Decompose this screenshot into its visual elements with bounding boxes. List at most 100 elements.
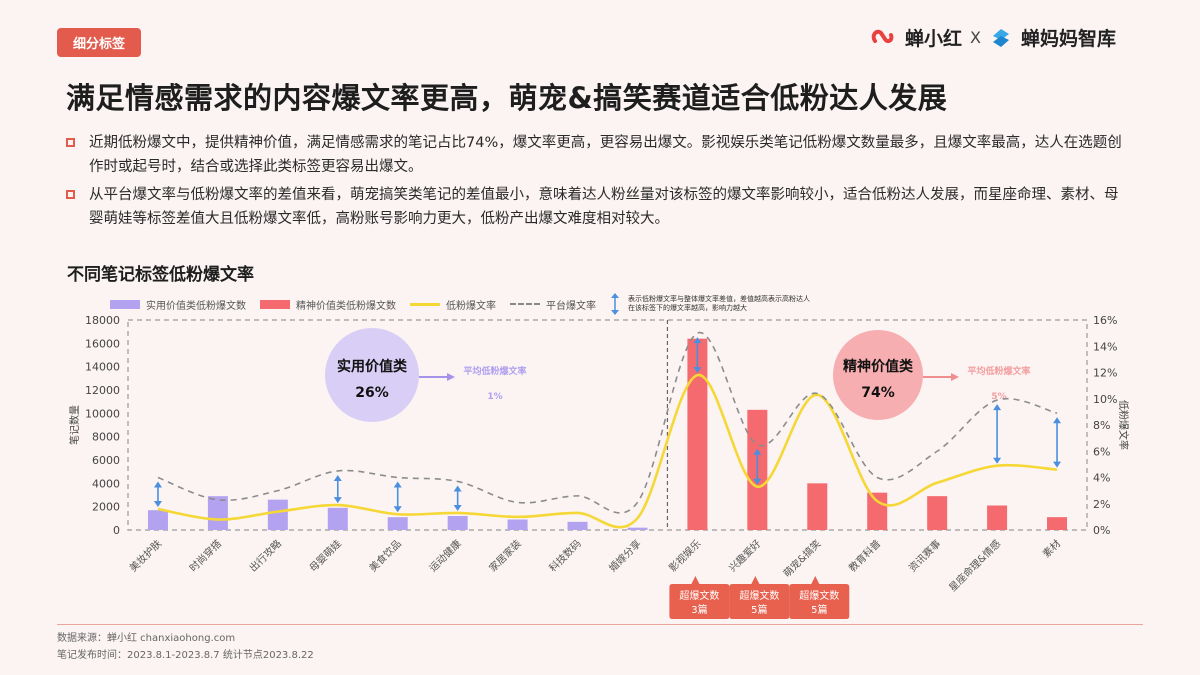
legend-arrow-note: 表示低粉爆文率与整体爆文率差值，差值越高表示高粉达人在该标签下的爆文率越高，影响… xyxy=(610,292,813,316)
double-arrow-icon xyxy=(611,293,619,315)
legend-low-rate: 低粉爆文率 xyxy=(410,297,496,312)
bubble-circle xyxy=(325,328,419,422)
y-right-tick: 10% xyxy=(1093,393,1117,406)
bubble-name: 精神价值类 xyxy=(843,358,914,375)
x-axis-label: 出行攻略 xyxy=(246,537,283,574)
y-left-tick: 18000 xyxy=(85,314,120,327)
bar xyxy=(687,338,708,530)
bar xyxy=(987,505,1008,530)
bullet-item: 近期低粉爆文中，提供精神价值，满足情感需求的笔记占比74%，爆文率更高，更容易出… xyxy=(66,131,1126,179)
y-left-label: 笔记数量 xyxy=(68,405,81,445)
avg-rate-value: 5% xyxy=(991,392,1006,402)
callout-line2: 5篇 xyxy=(751,603,767,616)
x-axis-label: 美食饮品 xyxy=(366,537,403,574)
y-right-tick: 0% xyxy=(1093,524,1110,537)
x-axis-label: 时尚穿搭 xyxy=(187,537,224,574)
arrow-heads-icon xyxy=(153,481,162,507)
x-axis-label: 科技数码 xyxy=(546,537,583,574)
y-right-label: 低粉爆文率 xyxy=(1117,400,1130,450)
summary-bullets: 近期低粉爆文中，提供精神价值，满足情感需求的笔记占比74%，爆文率更高，更容易出… xyxy=(66,131,1126,235)
logo-chanmama: 蝉妈妈智库 xyxy=(1020,28,1116,50)
bar xyxy=(507,519,528,530)
x-axis-label: 家居家装 xyxy=(486,537,523,574)
bubble-name: 实用价值类 xyxy=(337,358,408,375)
avg-rate-label: 平均低粉爆文率 xyxy=(967,365,1030,377)
brand-logos: 蝉小红 X 蝉妈妈智库 xyxy=(871,24,1116,51)
callout-box xyxy=(729,576,790,619)
bar xyxy=(567,521,588,530)
low-fan-rate-line xyxy=(157,373,1058,529)
logo-chanxiaohong: 蝉小红 xyxy=(905,28,963,50)
x-axis-label: 运动健康 xyxy=(426,537,463,574)
footer-divider xyxy=(57,624,1143,625)
arrow-heads-icon xyxy=(1053,417,1062,468)
callout-box xyxy=(789,576,850,619)
bullet-square-icon xyxy=(66,190,75,199)
legend-swatch-yellow-line xyxy=(410,302,440,306)
footer: 数据来源：蝉小红 chanxiaohong.com 笔记发布时间：2023.8.… xyxy=(57,630,314,664)
arrow-heads-icon xyxy=(453,485,462,511)
legend-swatch-dashed xyxy=(510,303,540,305)
bubble-spiritual: 精神价值类 74% 平均低粉爆文率 5% xyxy=(833,330,1031,420)
bar xyxy=(627,527,648,530)
legend-swatch-purple xyxy=(110,299,140,309)
x-axis-label: 资讯赛事 xyxy=(906,537,943,574)
callout-line1: 超爆文数 xyxy=(679,589,719,602)
data-period: 笔记发布时间：2023.8.1-2023.8.7 统计节点2023.8.22 xyxy=(57,650,314,661)
bar xyxy=(1047,517,1068,530)
chanmama-logo-icon xyxy=(992,28,1009,47)
bar xyxy=(147,510,168,530)
bar xyxy=(387,517,408,530)
bar xyxy=(927,496,948,530)
y-right-tick: 16% xyxy=(1093,314,1117,327)
bubble-pct: 26% xyxy=(355,385,389,401)
legend-spiritual: 精神价值类低粉爆文数 xyxy=(260,297,396,312)
bar xyxy=(807,483,828,530)
x-axis-label: 美妆护肤 xyxy=(127,537,164,574)
arrow-head-icon xyxy=(447,373,455,381)
bubble-pct: 74% xyxy=(861,385,895,401)
y-left-tick: 0 xyxy=(113,524,120,537)
callout-line1: 超爆文数 xyxy=(739,589,779,602)
y-left-tick: 6000 xyxy=(92,454,120,467)
x-axis-label: 影视娱乐 xyxy=(666,537,703,574)
y-left-tick: 16000 xyxy=(85,337,120,350)
x-axis-label: 母婴萌娃 xyxy=(306,537,343,574)
bar xyxy=(207,496,228,530)
x-axis-label: 素材 xyxy=(1040,537,1063,560)
callout-box xyxy=(669,576,730,619)
x-axis-label: 星座命理&情感 xyxy=(946,537,1003,594)
y-right-tick: 12% xyxy=(1093,367,1117,380)
y-left-tick: 4000 xyxy=(92,477,120,490)
y-right-tick: 6% xyxy=(1093,445,1110,458)
y-left-tick: 8000 xyxy=(92,431,120,444)
bubble-practical: 实用价值类 26% 平均低粉爆文率 1% xyxy=(325,328,527,422)
arrow-heads-icon xyxy=(993,404,1002,464)
data-source: 数据来源：蝉小红 chanxiaohong.com xyxy=(57,633,236,644)
x-axis-label: 教育科普 xyxy=(846,537,883,574)
bar xyxy=(447,516,468,530)
bar xyxy=(327,507,348,530)
chanxiaohong-logo-icon xyxy=(871,29,894,43)
chart-title: 不同笔记标签低粉爆文率 xyxy=(67,265,254,285)
bubble-circle xyxy=(833,330,923,420)
callout-line1: 超爆文数 xyxy=(799,589,839,602)
x-axis-label: 婚嫁分享 xyxy=(606,537,643,574)
legend-practical: 实用价值类低粉爆文数 xyxy=(110,297,246,312)
x-axis-label: 萌宠&搞笑 xyxy=(780,537,823,580)
y-left-tick: 10000 xyxy=(85,407,120,420)
arrow-heads-icon xyxy=(333,474,342,504)
bullet-item: 从平台爆文率与低粉爆文率的差值来看，萌宠搞笑类笔记的差值最小，意味着达人粉丝量对… xyxy=(66,183,1126,231)
legend-swatch-red xyxy=(260,299,290,309)
bar xyxy=(267,499,288,530)
x-axis-label: 兴趣爱好 xyxy=(726,537,763,574)
avg-rate-value: 1% xyxy=(487,392,502,402)
y-right-tick: 14% xyxy=(1093,340,1117,353)
callout-line2: 3篇 xyxy=(691,603,707,616)
legend-platform-rate: 平台爆文率 xyxy=(510,297,596,312)
chart-legend: 实用价值类低粉爆文数 精神价值类低粉爆文数 低粉爆文率 平台爆文率 表示低粉爆文… xyxy=(110,292,827,316)
